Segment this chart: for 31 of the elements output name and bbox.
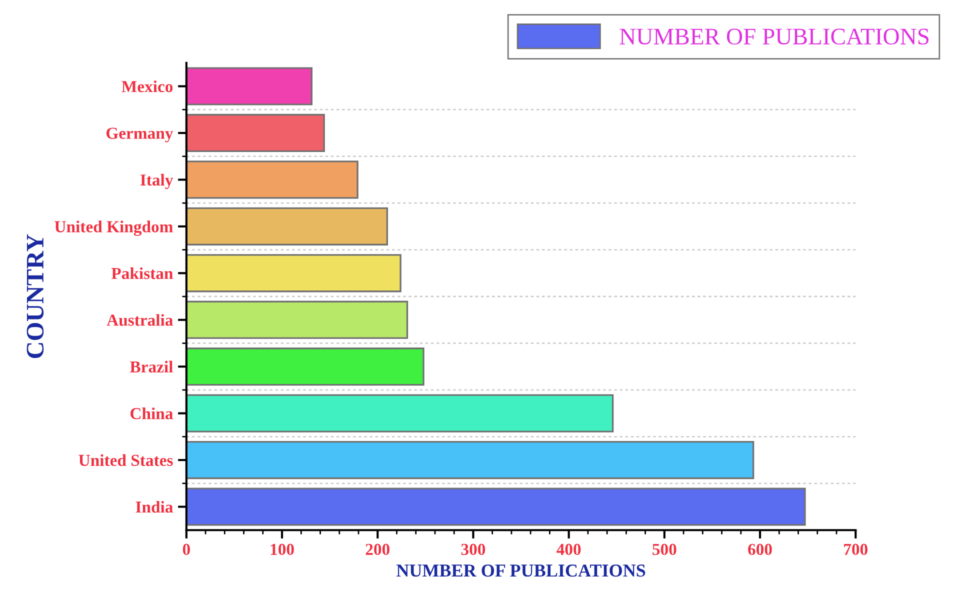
- bar: [186, 394, 614, 432]
- y-tick-label: Pakistan: [111, 267, 173, 280]
- y-tick-label: United Kingdom: [54, 220, 173, 236]
- bar: [186, 488, 806, 526]
- x-axis-title: NUMBER OF PUBLICATIONS: [396, 564, 646, 577]
- y-axis-title: COUNTRY: [26, 234, 44, 358]
- bar: [186, 254, 402, 292]
- bar: [186, 348, 424, 386]
- bar: [186, 160, 358, 199]
- y-tick-label: Italy: [140, 174, 174, 190]
- y-tick-label: Australia: [106, 314, 173, 326]
- y-tick-label: Mexico: [122, 80, 173, 92]
- bar: [186, 300, 408, 339]
- x-tick-label: 300: [461, 544, 486, 556]
- legend-label: NUMBER OF PUBLICATIONS: [620, 28, 929, 45]
- y-tick-label: Brazil: [130, 360, 173, 373]
- y-tick-label: United States: [78, 454, 173, 466]
- bar: [186, 67, 312, 106]
- x-tick-label: 500: [652, 544, 676, 556]
- bar: [186, 207, 388, 246]
- y-tick-label: China: [130, 408, 173, 420]
- x-tick-label: 600: [748, 544, 772, 556]
- x-tick-label: 0: [182, 544, 190, 556]
- x-tick-label: 400: [556, 544, 581, 556]
- x-tick-label: 700: [844, 544, 868, 556]
- bar: [186, 440, 754, 480]
- bar: [186, 114, 325, 152]
- y-tick-label: Germany: [106, 128, 174, 142]
- x-tick-label: 200: [366, 544, 390, 556]
- y-tick-label: India: [136, 500, 173, 513]
- x-tick-label: 100: [270, 544, 294, 556]
